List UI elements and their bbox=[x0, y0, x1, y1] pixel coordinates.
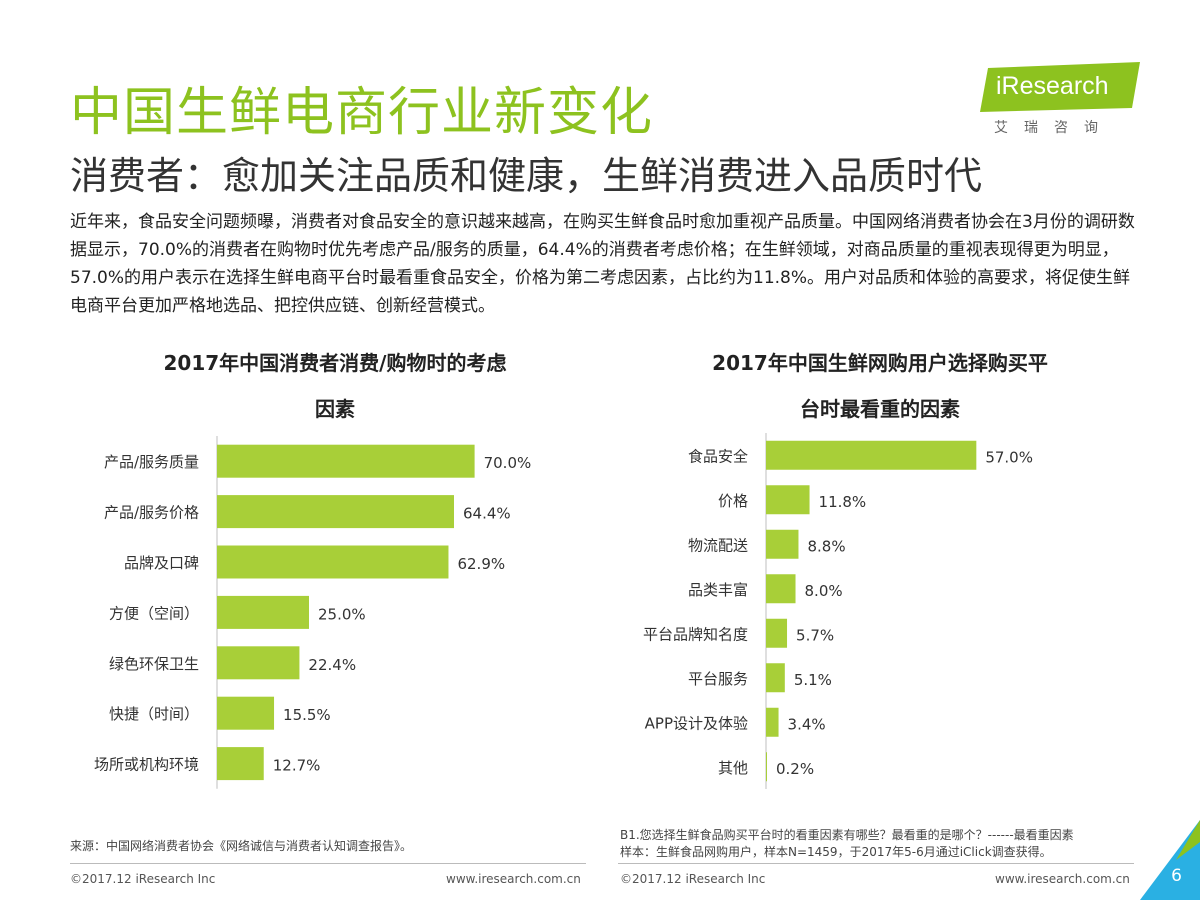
category-label: 场所或机构环境 bbox=[94, 756, 199, 774]
survey-question-note: B1.您选择生鲜食品购买平台时的看重因素有哪些？最看重的是哪个？------最看… bbox=[620, 828, 1074, 842]
bar-0 bbox=[217, 444, 475, 478]
chart-right-title-line2: 台时最看重的因素 bbox=[800, 397, 960, 421]
page-number: 6 bbox=[1171, 866, 1182, 886]
category-label: 其他 bbox=[718, 759, 748, 777]
bar-2 bbox=[217, 545, 449, 579]
category-label: 方便（空间） bbox=[109, 604, 199, 622]
data-label: 70.0% bbox=[484, 454, 532, 472]
data-label: 8.8% bbox=[807, 537, 845, 555]
data-label: 15.5% bbox=[283, 706, 331, 724]
footer-copyright-left: ©2017.12 iResearch Inc bbox=[70, 872, 216, 886]
data-label: 64.4% bbox=[463, 505, 511, 523]
bar-5 bbox=[766, 663, 785, 693]
corner-accent bbox=[1140, 820, 1200, 900]
category-label: 品类丰富 bbox=[688, 581, 748, 599]
bar-4 bbox=[217, 646, 300, 680]
intro-paragraph: 近年来，食品安全问题频曝，消费者对食品安全的意识越来越高，在购买生鲜食品时愈加重… bbox=[70, 212, 1135, 316]
iresearch-logo: iResearch 艾瑞咨询 bbox=[980, 62, 1140, 142]
data-label: 5.7% bbox=[796, 626, 834, 644]
category-label: 物流配送 bbox=[688, 536, 748, 554]
footer-url-left: www.iresearch.com.cn bbox=[446, 872, 581, 886]
bar-0 bbox=[766, 440, 977, 470]
chart-left-title-line2: 因素 bbox=[315, 397, 355, 421]
category-label: 价格 bbox=[718, 492, 748, 510]
chart-right-title: 2017年中国生鲜网购用户选择购买平 台时最看重的因素 bbox=[620, 340, 1140, 432]
page-title: 中国生鲜电商行业新变化 bbox=[70, 83, 654, 143]
logo-cn-text: 艾瑞咨询 bbox=[994, 120, 1114, 136]
bar-3 bbox=[217, 595, 309, 629]
footer-url-right: www.iresearch.com.cn bbox=[995, 872, 1130, 886]
bar-1 bbox=[217, 495, 454, 529]
category-label: 产品/服务质量 bbox=[104, 453, 199, 471]
data-label: 0.2% bbox=[776, 760, 814, 778]
footer-divider-right bbox=[618, 863, 1134, 864]
data-label: 22.4% bbox=[308, 656, 356, 674]
bar-5 bbox=[217, 696, 275, 730]
category-label: 平台服务 bbox=[688, 670, 748, 688]
chart-right: 食品安全 57.0% 价格 11.8% 物流配送 8.8% 品类丰富 8.0% 平台品牌知名度 5… bbox=[643, 433, 1033, 789]
footer-copyright-right: ©2017.12 iResearch Inc bbox=[620, 872, 766, 886]
category-label: 平台品牌知名度 bbox=[643, 625, 748, 643]
bar-6 bbox=[217, 747, 264, 781]
chart-right-title-line1: 2017年中国生鲜网购用户选择购买平 bbox=[712, 351, 1048, 375]
category-label: APP设计及体验 bbox=[645, 714, 748, 732]
category-label: 产品/服务价格 bbox=[104, 504, 199, 522]
data-label: 11.8% bbox=[819, 493, 867, 511]
data-label: 12.7% bbox=[273, 757, 321, 775]
footer-divider-left bbox=[70, 863, 586, 864]
logo-brand-text: iResearch bbox=[996, 72, 1109, 100]
bar-7 bbox=[766, 752, 767, 782]
bar-3 bbox=[766, 574, 796, 604]
chart-left-title-line1: 2017年中国消费者消费/购物时的考虑 bbox=[163, 351, 507, 375]
data-label: 8.0% bbox=[805, 582, 843, 600]
category-label: 品牌及口碑 bbox=[124, 554, 199, 572]
data-label: 5.1% bbox=[794, 671, 832, 689]
page-subtitle: 消费者：愈加关注品质和健康，生鲜消费进入品质时代 bbox=[70, 154, 983, 198]
bar-4 bbox=[766, 618, 788, 648]
data-label: 25.0% bbox=[318, 605, 366, 623]
category-label: 快捷（时间） bbox=[109, 705, 199, 723]
chart-left-title: 2017年中国消费者消费/购物时的考虑 因素 bbox=[70, 340, 600, 432]
bar-6 bbox=[766, 707, 779, 737]
source-note: 来源：中国网络消费者协会《网络诚信与消费者认知调查报告》。 bbox=[70, 839, 413, 853]
category-label: 食品安全 bbox=[688, 447, 748, 465]
data-label: 3.4% bbox=[788, 715, 826, 733]
bar-2 bbox=[766, 529, 799, 559]
bar-1 bbox=[766, 485, 810, 515]
sample-note: 样本：生鲜食品网购用户，样本N=1459，于2017年5-6月通过iClick调… bbox=[620, 845, 1052, 859]
chart-left: 产品/服务质量 70.0% 产品/服务价格 64.4% 品牌及口碑 62.9% 方便（空间）… bbox=[94, 436, 532, 789]
category-label: 绿色环保卫生 bbox=[109, 655, 199, 673]
logo-badge bbox=[980, 62, 1140, 112]
data-label: 57.0% bbox=[985, 448, 1033, 466]
data-label: 62.9% bbox=[457, 555, 505, 573]
